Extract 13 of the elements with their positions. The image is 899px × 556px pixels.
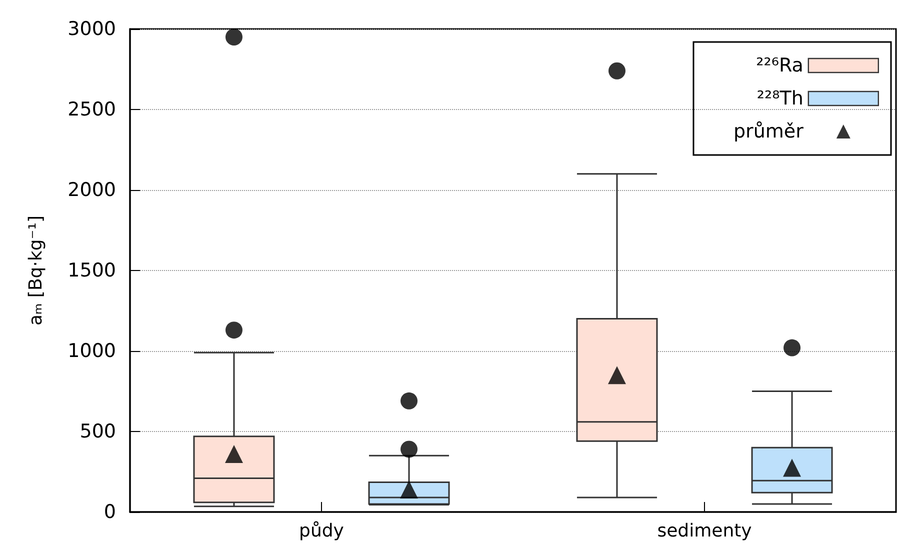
- y-axis-title: aₘ [Bq·kg⁻¹]: [26, 215, 46, 326]
- legend-label: ²²⁸Th: [756, 88, 804, 110]
- y-tick-label: 1000: [68, 340, 116, 362]
- x-tick-label: sedimenty: [657, 520, 752, 542]
- y-tick-label: 2000: [68, 179, 116, 201]
- legend-label: ²²⁶Ra: [756, 54, 804, 76]
- y-tick-label: 0: [104, 501, 116, 523]
- y-tick-label: 2500: [68, 98, 116, 120]
- y-tick-label: 500: [80, 420, 116, 442]
- y-tick-label: 3000: [68, 18, 116, 40]
- y-tick-label: 1500: [68, 260, 116, 282]
- legend-label: průměr: [733, 120, 804, 142]
- x-tick-label: půdy: [299, 520, 344, 542]
